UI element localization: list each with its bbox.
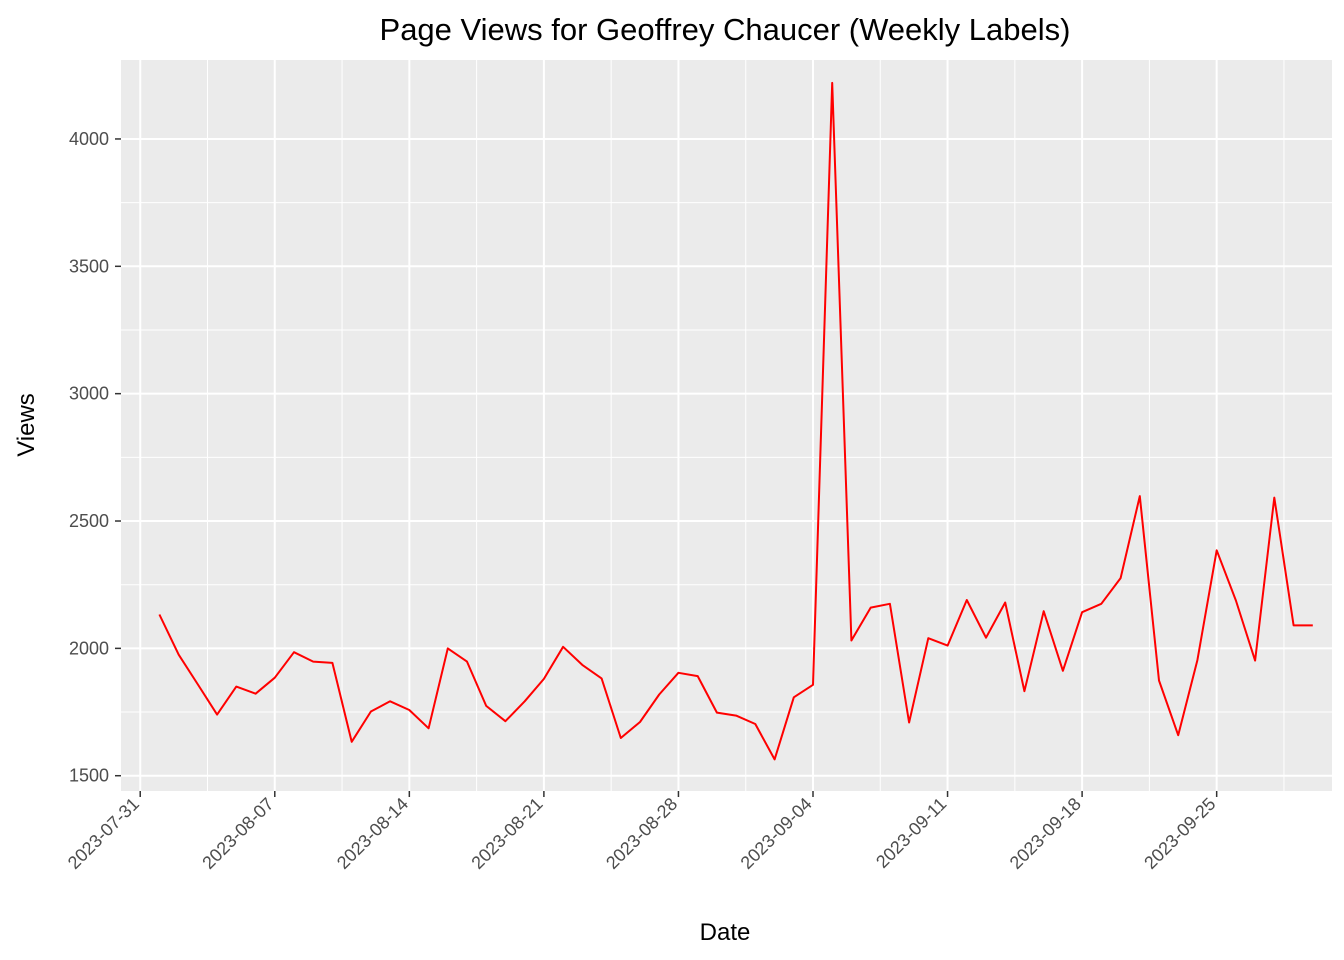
chart-title: Page Views for Geoffrey Chaucer (Weekly … [380, 12, 1071, 47]
x-tick-label: 2023-09-18 [1006, 794, 1085, 873]
x-tick-label: 2023-09-04 [737, 794, 816, 873]
x-tick-label: 2023-08-07 [198, 794, 277, 873]
x-axis-title: Date [700, 919, 751, 946]
y-axis: 1500 2000 2500 3000 3500 4000 [69, 129, 121, 786]
x-axis: 2023-07-31 2023-08-07 2023-08-14 2023-08-21… [64, 791, 1219, 873]
y-tick-label: 4000 [69, 129, 109, 149]
x-tick-label: 2023-08-21 [467, 794, 546, 873]
major-gridlines [121, 60, 1332, 791]
series-line [158, 81, 1313, 761]
y-tick-label: 3000 [69, 384, 109, 404]
x-tick-label: 2023-07-31 [64, 794, 143, 873]
x-tick-label: 2023-09-11 [872, 794, 950, 872]
y-tick-label: 2500 [69, 511, 109, 531]
x-tick-label: 2023-09-25 [1140, 794, 1219, 873]
plot-panel [121, 60, 1332, 791]
x-tick-label: 2023-08-28 [602, 794, 681, 873]
y-axis-title: Views [13, 393, 40, 457]
y-tick-label: 1500 [69, 766, 109, 786]
x-tick-label: 2023-08-14 [333, 794, 412, 873]
minor-gridlines [121, 60, 1332, 791]
y-tick-label: 3500 [69, 256, 109, 276]
y-tick-label: 2000 [69, 638, 109, 658]
